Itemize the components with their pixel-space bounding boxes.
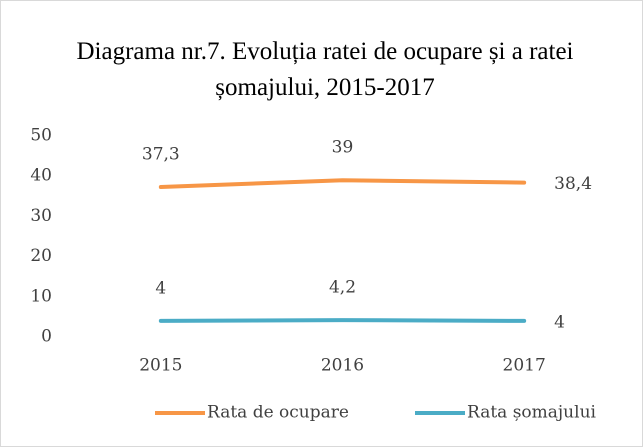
legend-label: Rata șomajului xyxy=(467,403,597,423)
y-tick-label: 30 xyxy=(30,206,52,226)
data-label: 4 xyxy=(155,278,166,298)
y-tick-label: 0 xyxy=(41,327,52,347)
data-label: 4,2 xyxy=(329,278,356,298)
data-label: 37,3 xyxy=(142,145,180,165)
y-tick-label: 50 xyxy=(30,126,52,146)
data-label: 39 xyxy=(332,138,354,158)
series-line xyxy=(158,178,527,190)
legend-label: Rata de ocupare xyxy=(207,403,349,423)
y-tick-label: 40 xyxy=(30,166,52,186)
x-tick-label: 2015 xyxy=(139,356,182,376)
y-tick-label: 20 xyxy=(30,246,52,266)
series-line xyxy=(158,318,527,323)
x-tick-label: 2016 xyxy=(321,356,364,376)
y-tick-label: 10 xyxy=(30,286,52,306)
chart-title: Diagrama nr.7. Evoluția ratei de ocupare… xyxy=(76,38,574,101)
data-label: 4 xyxy=(554,312,565,332)
data-label: 38,4 xyxy=(554,174,592,194)
x-tick-label: 2017 xyxy=(503,356,546,376)
